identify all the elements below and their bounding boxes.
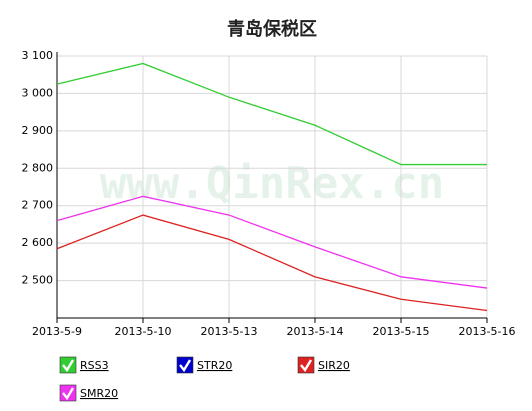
line-series [56,214,488,312]
line-series [56,195,488,289]
legend-label[interactable]: RSS3 [80,359,109,372]
y-tick-label: 2 900 [22,124,54,137]
legend-label[interactable]: SMR20 [80,387,118,400]
y-tick-label: 3 100 [22,49,54,62]
legend-check [179,359,192,373]
line-series [56,62,487,166]
legend-check [62,359,75,373]
legend-check [62,387,75,401]
y-tick-label: 2 600 [22,236,54,249]
y-tick-label: 2 800 [22,161,54,174]
x-tick-label: 2013-5-14 [287,325,344,338]
x-tick-label: 2013-5-10 [115,325,172,338]
x-tick-label: 2013-5-16 [459,325,516,338]
x-tick-label: 2013-5-13 [201,325,258,338]
y-tick-label: 2 700 [22,199,54,212]
y-tick-label: 3 000 [22,86,54,99]
y-tick-label: 2 500 [22,274,54,287]
legend-label[interactable]: STR20 [197,359,232,372]
x-tick-label: 2013-5-15 [373,325,430,338]
legend-check [300,359,313,373]
chart-title: 青岛保税区 [227,18,317,40]
x-tick-label: 2013-5-9 [32,325,82,338]
watermark: www.QinRex.cn [100,158,444,209]
legend-label[interactable]: SIR20 [318,359,350,372]
